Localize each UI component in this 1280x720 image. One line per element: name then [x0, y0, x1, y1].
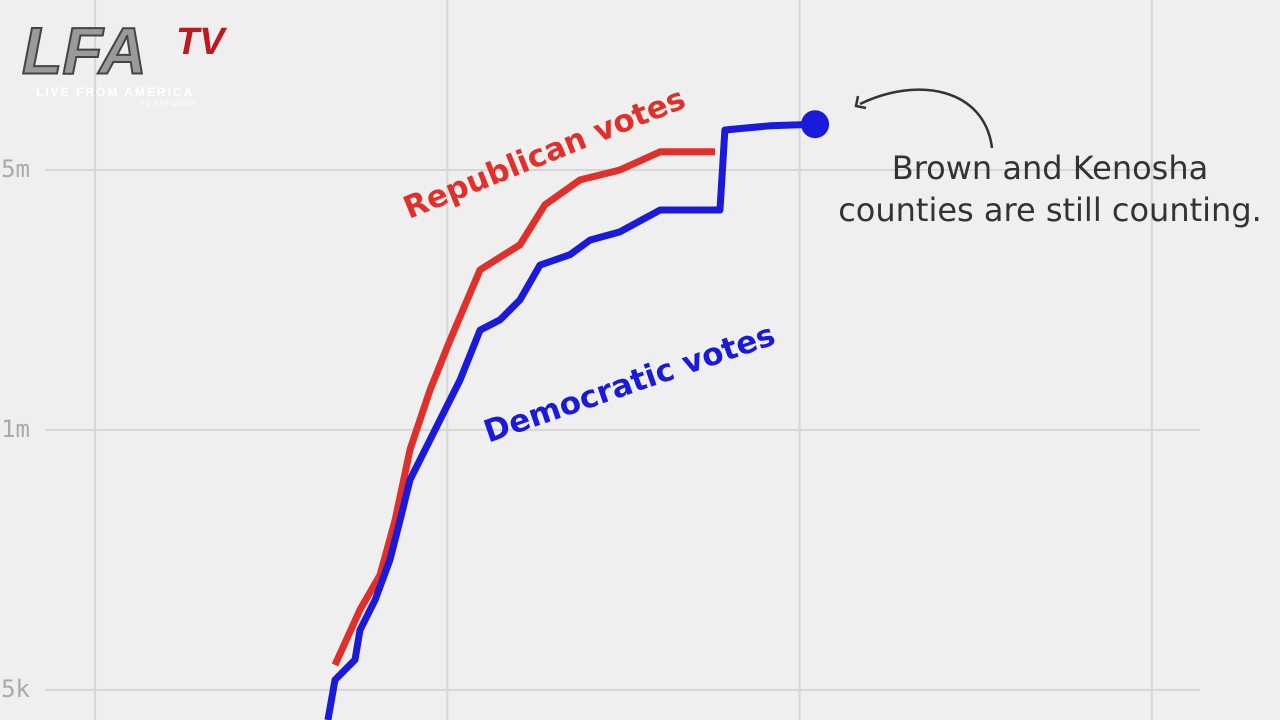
y-tick-label: 1m: [1, 415, 30, 443]
series-line: [331, 148, 716, 667]
plot: [324, 110, 830, 720]
logo-main: LFA: [22, 13, 147, 87]
y-tick-label: 5k: [1, 675, 30, 703]
logo-tagline: LIVE FROM AMERICA: [36, 85, 194, 99]
logo-network: TV NETWORK: [140, 101, 197, 108]
series-line: [324, 120, 816, 720]
end-point: [801, 110, 830, 139]
logo: LFA TV LIVE FROM AMERICA TV NETWORK: [21, 12, 227, 108]
annotation: counties are still counting.: [838, 191, 1262, 229]
logo-tv: TV: [176, 21, 227, 63]
grid: 5m 1m 5k: [1, 0, 1200, 720]
annotation-arrow: [859, 88, 994, 149]
y-tick-label: 5m: [1, 155, 30, 183]
arrow-head: [854, 95, 867, 110]
annotation: Brown and Kenosha: [892, 149, 1208, 187]
